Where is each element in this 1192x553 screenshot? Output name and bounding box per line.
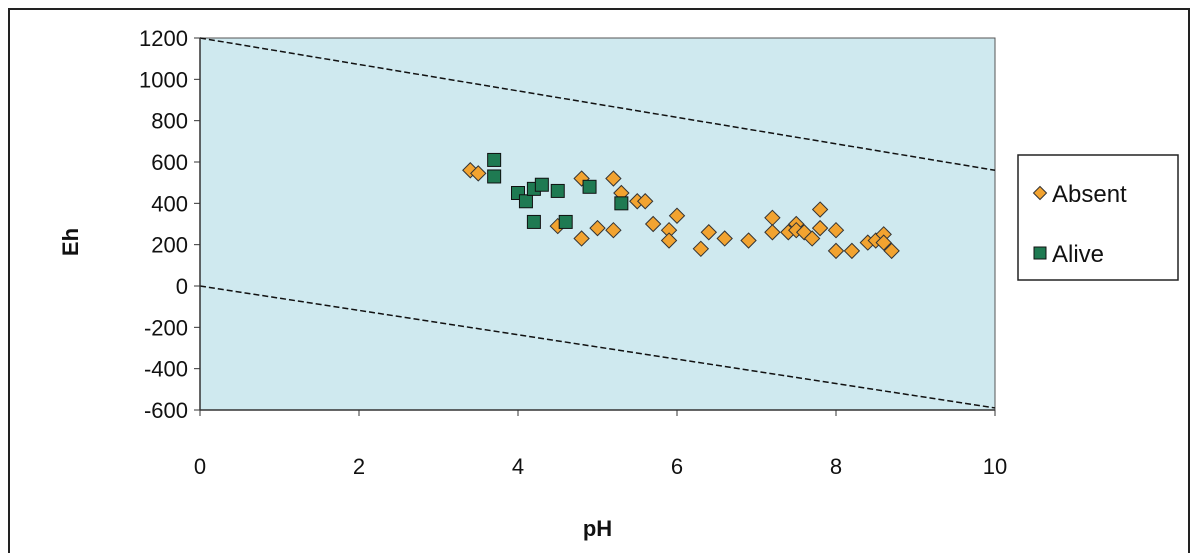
alive-point (526, 214, 541, 229)
absent-point (716, 230, 733, 247)
absent-point (660, 232, 678, 249)
absent-point (740, 232, 757, 249)
absent-point (668, 207, 686, 224)
y-tick-label: -600 (144, 398, 188, 423)
series-alive (487, 152, 629, 229)
alive-point (518, 194, 533, 209)
legend: Absent Alive (1017, 154, 1179, 281)
absent-point (605, 170, 622, 187)
absent-point (589, 219, 606, 237)
y-tick-label: -400 (144, 357, 188, 382)
legend-item-absent: Absent (1032, 181, 1127, 208)
absent-point (827, 221, 845, 239)
y-tick-label: 800 (151, 109, 188, 134)
alive-point (487, 152, 502, 167)
y-tick-label: 200 (151, 233, 188, 258)
legend-marker-absent (1032, 185, 1048, 201)
alive-point (534, 177, 549, 192)
x-tick-label: 8 (830, 454, 842, 479)
y-axis-ticks: 1200 1000 800 600 400 200 0 -200 -400 -600 (139, 26, 200, 423)
absent-point (875, 234, 892, 251)
absent-point (811, 219, 829, 237)
alive-point (550, 183, 565, 198)
legend-label-alive: Alive (1052, 241, 1104, 268)
chart-frame (8, 8, 1190, 553)
data-points (462, 152, 900, 260)
y-tick-label: 0 (176, 274, 188, 299)
absent-point (470, 165, 487, 182)
alive-point (582, 179, 597, 194)
y-axis-label: Eh (58, 228, 83, 256)
x-tick-label: 6 (671, 454, 683, 479)
reference-lines (199, 37, 996, 409)
x-tick-label: 2 (353, 454, 365, 479)
absent-point (827, 242, 845, 260)
y-tick-label: 600 (151, 150, 188, 175)
y-tick-label: 1200 (139, 26, 188, 51)
absent-point (692, 240, 710, 258)
y-tick-label: -200 (144, 315, 188, 340)
legend-item-alive: Alive (1033, 241, 1104, 268)
alive-point (614, 196, 629, 211)
absent-point (803, 230, 821, 247)
y-tick-label: 1000 (139, 67, 188, 92)
x-axis-ticks: 0 2 4 6 8 10 (194, 410, 1007, 479)
legend-marker-alive (1033, 246, 1047, 260)
absent-point (605, 221, 622, 239)
absent-point (700, 224, 718, 241)
absent-point (636, 193, 654, 210)
alive-point (558, 214, 573, 229)
legend-label-absent: Absent (1052, 181, 1127, 208)
absent-point (843, 242, 861, 260)
absent-point (764, 224, 781, 241)
x-tick-label: 10 (983, 454, 1007, 479)
x-axis-label: pH (583, 516, 612, 541)
reference-line-1 (199, 37, 996, 172)
reference-line-2 (199, 285, 996, 409)
absent-point (883, 242, 900, 260)
absent-point (644, 215, 662, 233)
x-tick-label: 0 (194, 454, 206, 479)
y-tick-label: 400 (151, 191, 188, 216)
absent-point (573, 230, 590, 247)
absent-point (811, 201, 829, 218)
alive-point (487, 169, 502, 184)
x-tick-label: 4 (512, 454, 524, 479)
